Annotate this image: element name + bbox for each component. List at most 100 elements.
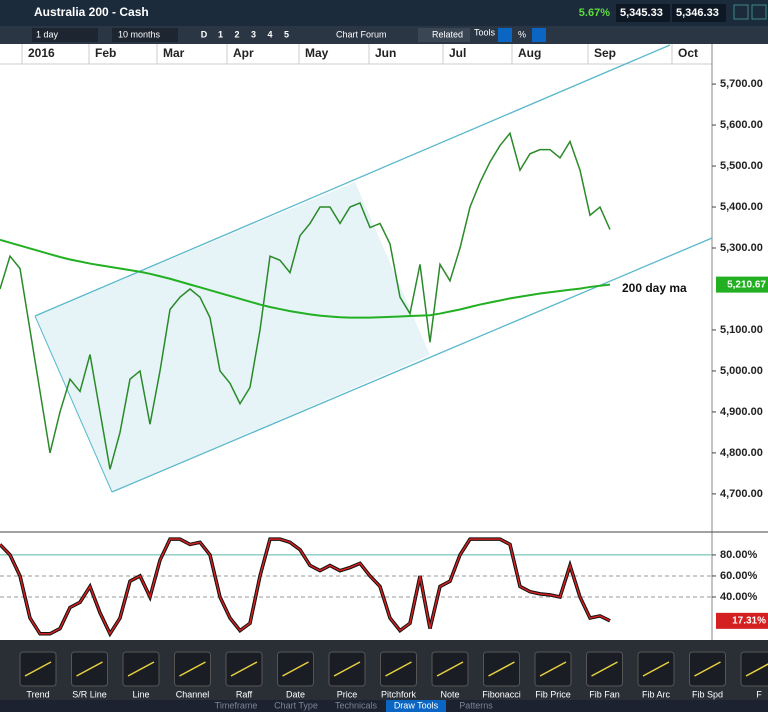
y-tick-label: 5,600.00 — [720, 119, 763, 131]
month-label: Jul — [449, 46, 466, 60]
tool-label: S/R Line — [72, 689, 107, 699]
tool-label: Raff — [236, 689, 253, 699]
interval-select[interactable] — [32, 28, 98, 42]
tool-glyph — [282, 661, 309, 677]
bid-box[interactable] — [616, 4, 670, 22]
tool-glyph — [694, 661, 721, 677]
tool-glyph — [436, 661, 464, 677]
change: 5.67% — [579, 7, 610, 19]
y-tick-label: 80.00% — [720, 549, 758, 561]
month-label: May — [305, 46, 329, 60]
tab[interactable]: Technicals — [335, 700, 378, 710]
price-line — [0, 538, 611, 636]
tab[interactable]: Draw Tools — [394, 700, 439, 710]
instrument-title: Australia 200 - Cash — [34, 5, 149, 19]
month-label: Mar — [163, 46, 185, 60]
tool-glyph — [591, 661, 618, 677]
tool-button[interactable] — [498, 28, 512, 42]
month-label: Sep — [594, 46, 616, 60]
tools[interactable]: Tools — [474, 27, 496, 37]
month-label: Aug — [518, 46, 541, 60]
toolbar — [0, 26, 768, 44]
tool-label: Date — [286, 689, 305, 699]
tool-glyph — [230, 661, 258, 677]
month-label: Apr — [233, 46, 254, 60]
tool-glyph — [642, 661, 670, 677]
y-tick-label: 5,700.00 — [720, 78, 763, 90]
channel-upper — [34, 44, 671, 317]
tool-glyph — [539, 661, 567, 677]
range: 10 months — [118, 29, 161, 39]
tool-glyph — [24, 661, 52, 677]
forum[interactable]: Chart Forum — [336, 29, 387, 39]
tool-glyph — [385, 661, 412, 677]
related-button[interactable] — [418, 28, 470, 42]
tool-glyph — [127, 661, 155, 677]
tool-glyph — [333, 661, 361, 677]
tool-button[interactable] — [532, 28, 546, 42]
tool-label: Pitchfork — [381, 689, 417, 699]
tool-icon[interactable] — [740, 651, 768, 687]
tool-label: Fib Arc — [642, 689, 671, 699]
tab[interactable]: Timeframe — [215, 700, 258, 710]
tool-label: Line — [132, 689, 149, 699]
ask: 5,346.33 — [676, 7, 719, 19]
month-label: 2016 — [28, 46, 55, 60]
y-tick-label: 4,800.00 — [720, 447, 763, 459]
period-button[interactable]: 3 — [251, 29, 256, 39]
tool-label: Fib Spd — [692, 689, 723, 699]
active-tab — [386, 700, 446, 712]
tool-label: Trend — [26, 689, 49, 699]
month-label: Oct — [678, 46, 698, 60]
channel-edge — [34, 315, 113, 493]
channel-fill — [35, 182, 430, 492]
month-label: Feb — [95, 46, 116, 60]
tool-label: F — [756, 689, 762, 699]
y-tick-label: 5,100.00 — [720, 324, 763, 336]
period-button[interactable]: 4 — [267, 29, 272, 39]
related: Related — [432, 29, 463, 39]
period-button[interactable]: D — [201, 29, 208, 39]
last-value: 17.31% — [732, 615, 766, 626]
period-button[interactable]: 1 — [218, 29, 223, 39]
tab-row — [0, 700, 768, 712]
window-button[interactable] — [751, 4, 767, 20]
tool-label: Fib Price — [535, 689, 571, 699]
tool-glyph — [179, 661, 206, 677]
price-line — [0, 131, 611, 470]
last-value-box — [716, 276, 768, 293]
tool-label: Channel — [176, 689, 210, 699]
tab[interactable]: Chart Type — [274, 700, 318, 710]
tool-label: Fibonacci — [482, 689, 521, 699]
y-tick-label: 4,900.00 — [720, 406, 763, 418]
y-tick-label: 40.00% — [720, 591, 758, 603]
month-row — [0, 44, 768, 64]
tool-label: Note — [440, 689, 459, 699]
bid: 5,345.33 — [620, 7, 663, 19]
y-tick-label: 4,700.00 — [720, 488, 763, 500]
y-tick-label: 5,500.00 — [720, 160, 763, 172]
y-tick-label: 5,300.00 — [720, 242, 763, 254]
signal-line — [0, 537, 611, 638]
y-tick-label: 60.00% — [720, 570, 758, 582]
ma-line — [0, 238, 611, 319]
ask-box[interactable] — [672, 4, 726, 22]
tool-label: Fib Fan — [589, 689, 620, 699]
last-value: 5,210.67 — [727, 279, 766, 290]
tool-label: Price — [337, 689, 358, 699]
last-value-box — [716, 612, 768, 629]
percent[interactable]: % — [518, 29, 526, 39]
legend-label: 200 day ma — [622, 281, 687, 295]
y-tick-label: 5,000.00 — [720, 365, 763, 377]
window-button[interactable] — [733, 4, 749, 20]
y-tick-label: 5,400.00 — [720, 201, 763, 213]
tool-glyph — [488, 661, 515, 677]
range-select[interactable] — [112, 28, 178, 42]
period-button[interactable]: 5 — [284, 29, 289, 39]
interval: 1 day — [36, 29, 59, 39]
month-label: Jun — [375, 46, 396, 60]
period-button[interactable]: 2 — [234, 29, 239, 39]
tab[interactable]: Patterns — [459, 700, 493, 710]
